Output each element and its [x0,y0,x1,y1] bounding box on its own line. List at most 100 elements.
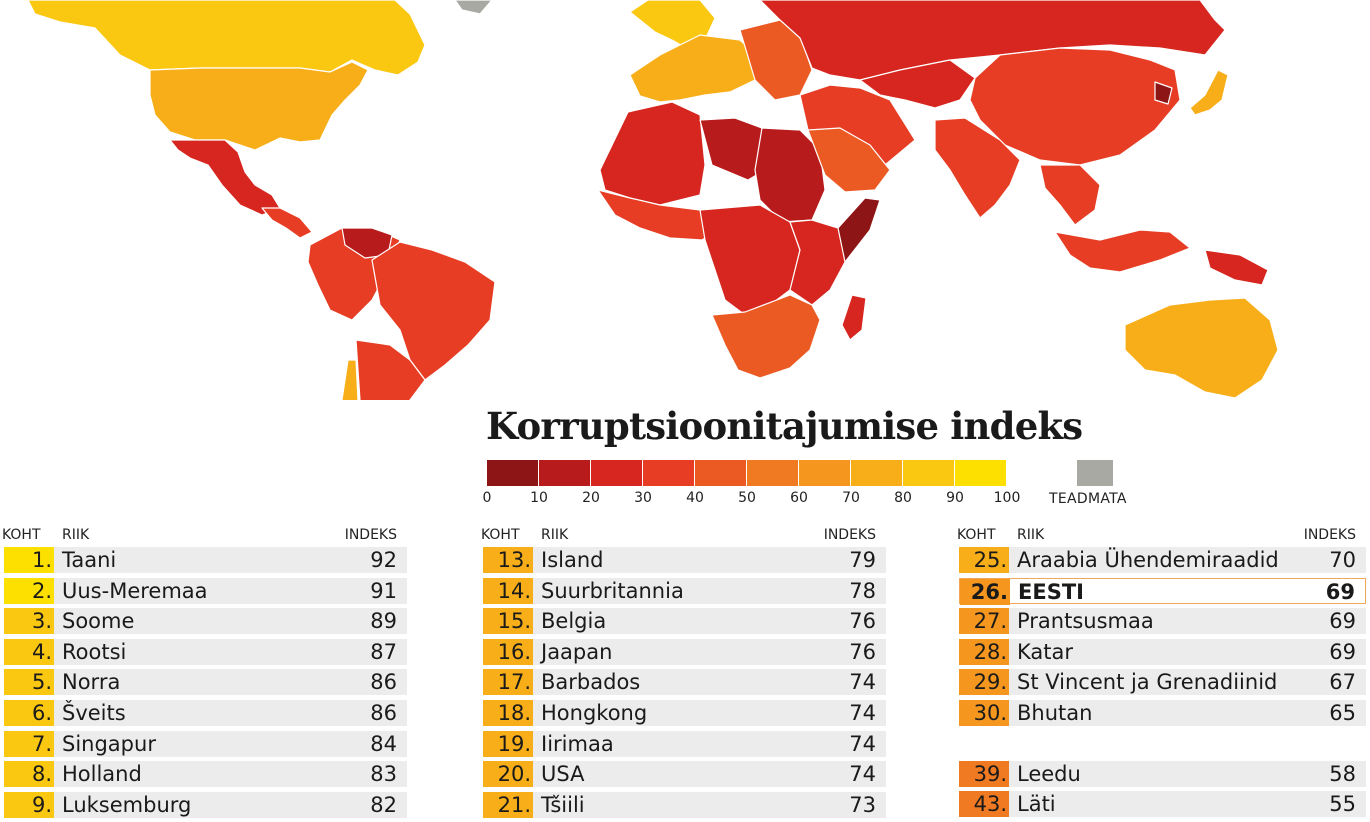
rank-cell: 28. [959,638,1009,665]
country-cell: Hongkong [541,700,648,725]
country-cell: Uus-Meremaa [62,578,208,603]
table-row: 26. EESTI 69 [959,577,1366,605]
map-region-western-europe [629,34,761,103]
rank-cell: 17. [483,669,533,696]
header-country: RIIK [541,527,569,543]
legend-color-scale [487,460,1007,486]
table-row: 13. Island 79 [483,547,886,573]
legend-tick: 10 [530,490,548,506]
index-cell: 79 [849,548,876,572]
index-cell: 74 [849,762,876,787]
table-row: 6. Šveits 86 [4,699,407,726]
table-header: KOHT RIIK INDEKS [957,525,1366,547]
header-index: INDEKS [823,527,876,543]
world-map [27,0,1279,400]
map-region-north-korea [1154,81,1173,105]
index-cell: 76 [849,639,876,664]
rank-cell: 7. [4,730,54,757]
table-row: 18. Hongkong 74 [483,699,886,726]
country-cell: Katar [1017,639,1074,664]
rank-cell: 13. [483,547,533,573]
legend-swatch [955,460,1007,486]
legend-tick: 70 [842,490,860,506]
rank-cell: 21. [483,791,533,818]
map-region-east-africa [789,219,846,306]
index-cell: 55 [1329,792,1356,817]
map-region-north-africa [599,101,706,206]
country-cell: Singapur [62,731,156,756]
legend-swatch [799,460,851,486]
rank-cell: 26. [960,578,1010,605]
header-country: RIIK [1017,527,1045,543]
table-gap [959,731,1366,761]
country-cell: Jaapan [541,639,613,664]
map-region-china [969,47,1181,166]
header-country: RIIK [62,527,90,543]
country-cell: Belgia [541,609,607,634]
table-header: KOHT RIIK INDEKS [481,525,886,547]
table-row: 1. Taani 92 [4,547,407,573]
map-region-madagascar [841,294,867,341]
map-region-japan [1189,69,1229,116]
index-cell: 69 [1325,579,1355,604]
index-cell: 83 [370,762,397,787]
ranking-table: KOHT RIIK INDEKS 13. Island 79 14. Suurbritanni… [481,525,886,822]
rank-cell: 39. [959,760,1009,787]
table-row: 14. Suurbritannia 78 [483,577,886,604]
legend-tick: 0 [482,490,492,506]
index-cell: 82 [370,792,397,817]
rank-cell: 1. [4,547,54,573]
map-region-brazil [371,241,496,381]
table-row: 15. Belgia 76 [483,608,886,635]
country-cell: Rootsi [62,639,127,664]
rank-cell: 8. [4,761,54,788]
country-cell: Suurbritannia [541,578,684,603]
country-cell: Tšiili [541,792,585,817]
map-region-arabia [807,127,891,193]
table-row: 7. Singapur 84 [4,730,407,757]
country-cell: Island [541,548,604,572]
country-cell: Läti [1017,792,1056,817]
country-cell: Holland [62,762,142,787]
country-cell: Leedu [1017,761,1081,786]
table-row: 28. Katar 69 [959,638,1366,665]
index-cell: 84 [370,731,397,756]
chart-title: Korruptsioonitajumise indeks [486,404,1083,448]
header-index: INDEKS [344,527,397,543]
index-cell: 74 [849,700,876,725]
legend-swatch [591,460,643,486]
index-cell: 87 [370,639,397,664]
legend-swatch [539,460,591,486]
legend-unknown-swatch [1077,460,1113,486]
legend-tick-labels: 0 10 20 30 40 50 60 70 80 90 100 [475,490,1035,510]
map-region-indonesia [1054,229,1191,273]
index-cell: 65 [1329,700,1356,725]
legend-unknown-label: TEADMATA [1049,491,1127,507]
index-cell: 91 [370,578,397,603]
country-cell: Bhutan [1017,700,1093,725]
rank-cell: 6. [4,699,54,726]
rank-cell: 15. [483,608,533,635]
table-row: 39. Leedu 58 [959,760,1366,787]
table-row: 29. St Vincent ja Grenadiinid 67 [959,669,1366,696]
legend-swatch [903,460,955,486]
country-cell: Šveits [62,700,126,725]
table-row: 2. Uus-Meremaa 91 [4,577,407,604]
map-region-central-asia [859,59,976,109]
rank-cell: 25. [959,547,1009,573]
rank-cell: 16. [483,638,533,665]
index-cell: 69 [1329,609,1356,634]
rank-cell: 27. [959,608,1009,635]
ranking-table: KOHT RIIK INDEKS 25. Araabia Ühendemiraadid 7… [957,525,1366,822]
table-row: 3. Soome 89 [4,608,407,635]
country-cell: Norra [62,670,121,695]
map-region-southeast-asia [1039,164,1101,226]
country-cell: Barbados [541,670,641,695]
legend-tick: 80 [894,490,912,506]
table-row: 9. Luksemburg 82 [4,791,407,818]
legend-swatch [487,460,539,486]
index-cell: 92 [370,548,397,572]
table-row: 4. Rootsi 87 [4,638,407,665]
table-row: 43. Läti 55 [959,791,1366,818]
rank-cell: 3. [4,608,54,635]
